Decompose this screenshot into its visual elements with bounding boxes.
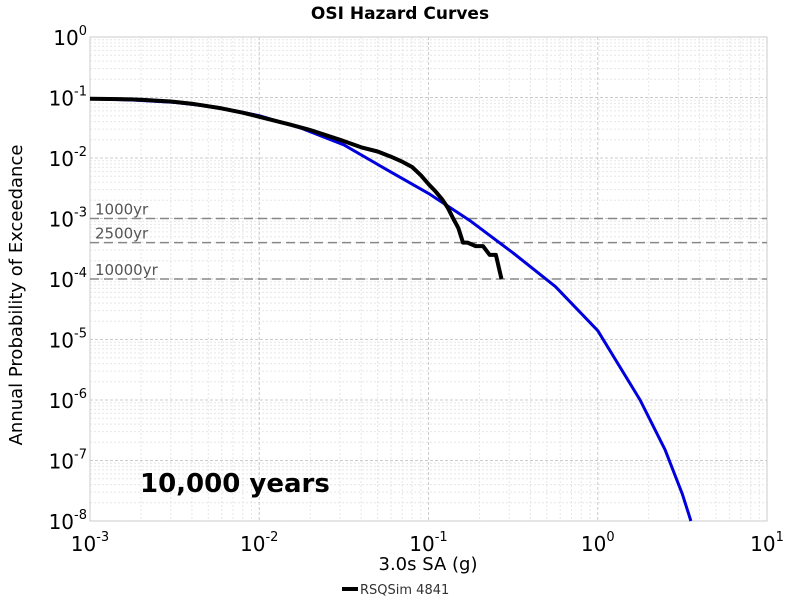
y-tick-label: 10-3: [49, 206, 87, 232]
y-tick-label: 10-1: [49, 85, 87, 111]
x-axis-label: 3.0s SA (g): [379, 554, 478, 575]
y-axis-label: Annual Probability of Exceedance: [6, 145, 27, 446]
legend-label: RSQSim 4841: [360, 583, 449, 598]
x-tick-label: 10-3: [71, 530, 109, 556]
y-tick-label: 100: [53, 24, 87, 50]
legend: RSQSim 4841: [342, 583, 449, 598]
x-tick-labels: 10-3 10-2 10-1 100 101: [71, 530, 784, 556]
series-layer: [89, 96, 693, 522]
reference-line-label: 10000yr: [95, 261, 159, 279]
reference-line-label: 2500yr: [95, 225, 149, 243]
y-tick-label: 10-6: [49, 387, 87, 413]
reference-line-label: 1000yr: [95, 201, 149, 219]
x-tick-label: 100: [581, 530, 615, 556]
y-tick-label: 10-8: [49, 508, 87, 534]
x-tick-label: 10-1: [409, 530, 447, 556]
y-tick-label: 10-5: [49, 327, 87, 353]
reference-lines: 1000yr 2500yr 10000yr: [90, 201, 767, 280]
annotation-text: 10,000 years: [140, 469, 330, 499]
y-tick-label: 10-2: [49, 145, 87, 171]
chart-title: OSI Hazard Curves: [311, 4, 489, 24]
y-tick-labels: 100 10-1 10-2 10-3 10-4 10-5 10-6 10-7 10-8: [49, 24, 87, 534]
y-tick-label: 10-4: [49, 266, 87, 292]
x-tick-label: 10-2: [240, 530, 278, 556]
x-tick-label: 101: [750, 530, 784, 556]
y-tick-label: 10-7: [49, 448, 87, 474]
series-line-rsqsim: [89, 96, 504, 280]
